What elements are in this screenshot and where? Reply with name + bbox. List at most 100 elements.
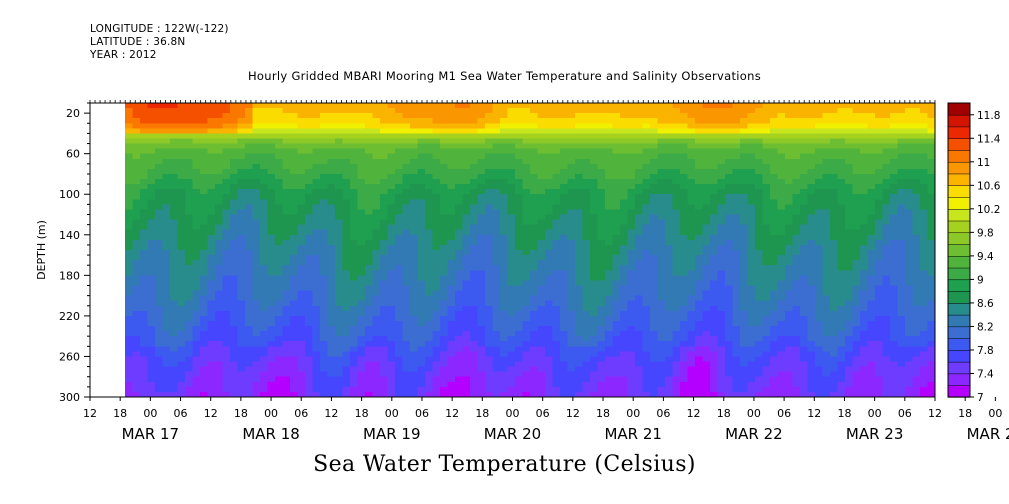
- heatmap-cell: [192, 199, 201, 205]
- heatmap-cell: [440, 260, 449, 266]
- heatmap-cell: [350, 158, 359, 165]
- heatmap-cell: [605, 138, 614, 145]
- heatmap-cell: [252, 356, 261, 363]
- heatmap-cell: [522, 320, 531, 327]
- heatmap-cell: [417, 209, 426, 216]
- heatmap-cell: [650, 260, 659, 266]
- heatmap-cell: [597, 285, 606, 292]
- heatmap-cell: [485, 153, 494, 160]
- heatmap-cell: [717, 315, 726, 322]
- heatmap-cell: [417, 305, 426, 312]
- heatmap-cell: [207, 310, 216, 317]
- heatmap-cell: [530, 214, 539, 221]
- heatmap-cell: [335, 270, 344, 276]
- heatmap-cell: [590, 108, 599, 114]
- heatmap-cell: [485, 255, 494, 261]
- heatmap-cell: [612, 179, 621, 185]
- heatmap-cell: [185, 168, 194, 175]
- heatmap-cell: [290, 138, 299, 145]
- heatmap-cell: [132, 179, 141, 185]
- heatmap-cell: [320, 103, 329, 109]
- heatmap-cell: [447, 209, 456, 216]
- heatmap-cell: [350, 184, 359, 190]
- heatmap-cell: [402, 214, 411, 221]
- heatmap-cell: [657, 209, 666, 216]
- heatmap-cell: [252, 168, 261, 175]
- heatmap-cell: [747, 118, 756, 124]
- heatmap-cell: [365, 320, 374, 327]
- heatmap-cell: [575, 179, 584, 185]
- heatmap-cell: [635, 199, 644, 205]
- heatmap-cell: [627, 326, 636, 332]
- heatmap-cell: [500, 133, 509, 140]
- heatmap-cell: [395, 320, 404, 327]
- heatmap-cell: [155, 371, 164, 378]
- heatmap-cell: [642, 255, 651, 261]
- heatmap-cell: [350, 386, 359, 393]
- heatmap-cell: [620, 361, 629, 368]
- heatmap-cell: [207, 265, 216, 271]
- heatmap-cell: [170, 275, 179, 282]
- heatmap-cell: [200, 381, 209, 388]
- heatmap-cell: [372, 341, 381, 347]
- heatmap-cell: [230, 189, 239, 195]
- heatmap-cell: [590, 265, 599, 271]
- heatmap-cell: [582, 123, 591, 129]
- heatmap-cell: [387, 153, 396, 160]
- heatmap-cell: [432, 194, 441, 200]
- heatmap-cell: [470, 386, 479, 393]
- heatmap-cell: [597, 204, 606, 211]
- heatmap-cell: [552, 290, 561, 297]
- heatmap-cell: [260, 163, 269, 170]
- heatmap-cell: [455, 361, 464, 368]
- heatmap-cell: [155, 331, 164, 337]
- heatmap-cell: [725, 194, 734, 200]
- heatmap-cell: [237, 103, 246, 109]
- heatmap-cell: [207, 153, 216, 160]
- heatmap-cell: [335, 229, 344, 236]
- heatmap-cell: [410, 265, 419, 271]
- heatmap-cell: [680, 138, 689, 145]
- heatmap-cell: [642, 118, 651, 124]
- heatmap-cell: [372, 148, 381, 155]
- heatmap-cell: [372, 133, 381, 140]
- heatmap-cell: [290, 351, 299, 358]
- heatmap-cell: [402, 391, 411, 398]
- heatmap-cell: [725, 265, 734, 271]
- heatmap-cell: [200, 310, 209, 317]
- heatmap-cell: [162, 295, 171, 302]
- heatmap-cell: [770, 118, 779, 124]
- heatmap-cell: [237, 280, 246, 287]
- heatmap-cell: [470, 209, 479, 216]
- heatmap-cell: [560, 305, 569, 312]
- heatmap-cell: [582, 194, 591, 200]
- heatmap-cell: [650, 341, 659, 347]
- heatmap-cell: [695, 326, 704, 332]
- heatmap-cell: [725, 331, 734, 337]
- heatmap-cell: [290, 153, 299, 160]
- heatmap-cell: [177, 224, 186, 231]
- heatmap-cell: [185, 189, 194, 195]
- heatmap-cell: [687, 148, 696, 155]
- heatmap-cell: [552, 351, 561, 358]
- heatmap-cell: [507, 214, 516, 221]
- heatmap-cell: [155, 346, 164, 352]
- heatmap-cell: [125, 143, 134, 150]
- heatmap-cell: [425, 361, 434, 368]
- heatmap-cell: [327, 229, 336, 236]
- heatmap-cell: [470, 275, 479, 282]
- heatmap-cell: [177, 305, 186, 312]
- heatmap-cell: [132, 219, 141, 226]
- heatmap-cell: [590, 103, 599, 109]
- heatmap-cell: [695, 219, 704, 226]
- heatmap-cell: [312, 356, 321, 363]
- heatmap-cell: [717, 199, 726, 205]
- heatmap-cell: [425, 300, 434, 307]
- heatmap-cell: [432, 371, 441, 378]
- heatmap-cell: [162, 168, 171, 175]
- heatmap-cell: [312, 361, 321, 368]
- heatmap-cell: [125, 310, 134, 317]
- heatmap-cell: [455, 123, 464, 129]
- heatmap-cell: [162, 356, 171, 363]
- heatmap-cell: [635, 123, 644, 129]
